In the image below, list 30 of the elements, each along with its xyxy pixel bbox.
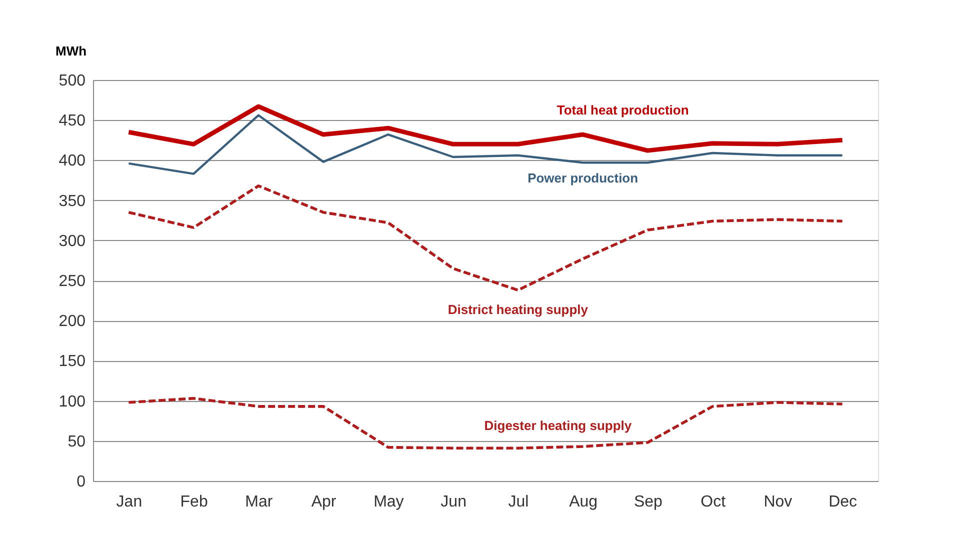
x-tick-label: Jul [508,494,529,510]
x-tick-label: Oct [700,494,726,510]
x-tick-label: Aug [569,494,598,510]
x-tick-label: Dec [828,494,858,510]
x-tick-label: Sep [634,494,663,510]
series-label: Power production [528,170,638,186]
series-label: District heating supply [448,302,589,318]
y-tick-label: 400 [58,152,86,170]
y-tick-label: 250 [58,273,86,290]
x-tick-label: Mar [245,494,274,510]
y-tick-label: 350 [58,192,86,210]
y-tick-label: 100 [58,393,86,410]
x-tick-label: Jan [116,494,142,510]
line-series [127,184,844,292]
y-tick-label: 200 [58,313,86,330]
series-label: Digester heating supply [484,418,632,434]
y-axis-title: MWh [56,44,87,58]
line-series [127,396,844,450]
series-label: Total heat production [556,102,689,118]
y-tick-label: 0 [76,474,86,490]
x-tick-label: Feb [180,494,208,510]
y-tick-label: 300 [58,232,86,250]
x-tick-label: May [374,494,404,510]
x-tick-label: Jun [440,494,466,510]
y-tick-label: 500 [58,72,86,90]
y-tick-label: 450 [58,112,86,130]
y-tick-label: 150 [58,353,86,370]
x-tick-label: Nov [764,494,792,510]
x-tick-label: Apr [311,494,337,510]
y-tick-label: 50 [68,433,86,450]
